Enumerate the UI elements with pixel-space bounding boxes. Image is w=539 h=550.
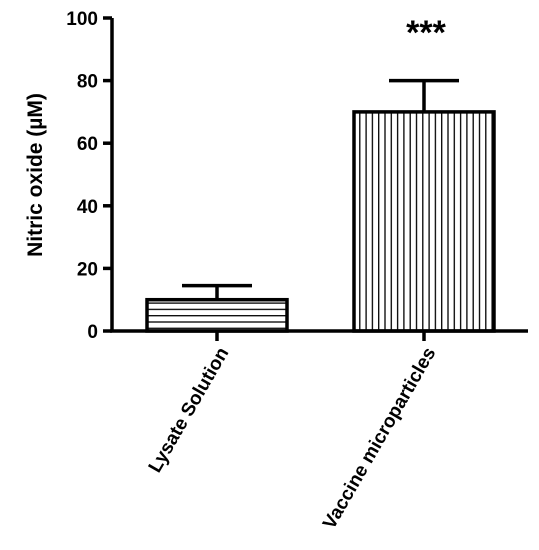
- y-tick-label: 0: [87, 322, 98, 343]
- y-axis-title: Nitric oxide (µM): [24, 93, 47, 257]
- bars-group: [145, 110, 496, 333]
- bar: [145, 297, 289, 333]
- x-ticks-group: Lysate Solution Vaccine microparticles: [145, 331, 440, 533]
- y-tick-label: 20: [77, 259, 98, 280]
- y-tick-label: 60: [77, 134, 98, 155]
- y-ticks-group: 0 20 40 60 80 100: [66, 9, 112, 343]
- x-axis: Lysate Solution Vaccine microparticles: [110, 329, 528, 533]
- x-category-label: Vaccine microparticles: [319, 344, 440, 533]
- y-tick-label: 40: [77, 197, 98, 218]
- significance-marker: ***: [406, 14, 446, 52]
- y-tick-label: 80: [77, 72, 98, 93]
- x-category-label: Lysate Solution: [145, 344, 234, 476]
- plot-area: ***: [145, 14, 496, 333]
- annotations-group: ***: [406, 14, 446, 52]
- error-bars-group: [182, 78, 459, 300]
- y-axis: 0 20 40 60 80 100: [66, 9, 114, 343]
- bar: [352, 110, 496, 333]
- y-tick-label: 100: [66, 9, 98, 30]
